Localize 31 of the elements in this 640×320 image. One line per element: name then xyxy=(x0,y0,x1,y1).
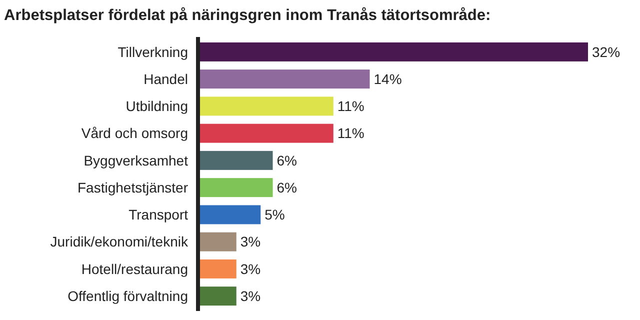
y-tick-label: Hotell/restaurang xyxy=(81,260,188,277)
y-tick-label: Transport xyxy=(128,206,188,223)
data-label: 5% xyxy=(264,206,285,223)
data-label: 11% xyxy=(337,125,364,142)
bar xyxy=(200,150,273,170)
y-tick-label: Byggverksamhet xyxy=(84,152,188,168)
y-tick-label: Juridik/ekonomi/teknik xyxy=(50,234,189,250)
bar xyxy=(200,259,236,278)
data-label: 3% xyxy=(240,234,261,250)
y-tick-label: Fastighetstjänster xyxy=(78,179,188,196)
y-tick-label: Tillverkning xyxy=(118,44,188,60)
bar xyxy=(200,124,334,143)
bar xyxy=(200,42,588,62)
bar xyxy=(200,178,273,198)
data-label: 14% xyxy=(374,70,402,87)
chart-title: Arbetsplatser fördelat på näringsgren inom Tranås tätortsområde: xyxy=(4,7,491,24)
bar xyxy=(200,286,236,306)
data-label: 32% xyxy=(592,44,620,60)
y-tick-label: Utbildning xyxy=(126,98,188,114)
data-label: 6% xyxy=(276,179,297,196)
y-tick-label: Offentlig förvaltning xyxy=(68,288,188,304)
data-label: 11% xyxy=(337,98,364,114)
bar xyxy=(200,96,334,116)
y-tick-label: Vård och omsorg xyxy=(81,125,188,142)
data-label: 6% xyxy=(276,152,297,168)
bar xyxy=(200,232,236,252)
y-tick-label: Handel xyxy=(144,70,188,87)
data-label: 3% xyxy=(240,288,261,304)
bar xyxy=(200,70,370,89)
data-label: 3% xyxy=(240,260,261,277)
bar xyxy=(200,205,261,224)
